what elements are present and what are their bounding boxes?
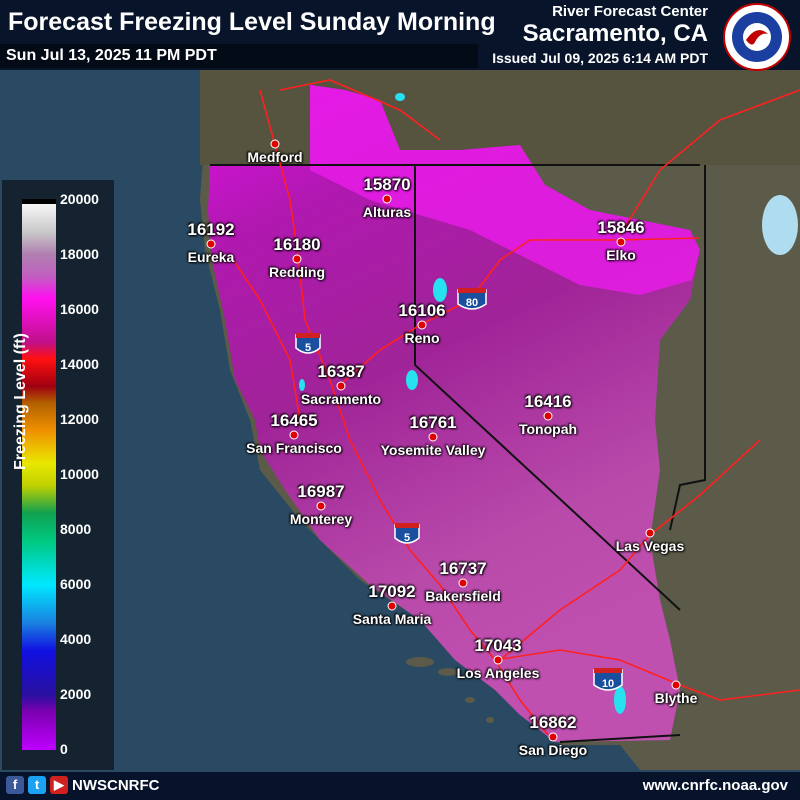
city-name: Reno: [404, 330, 440, 346]
channel-islands: [406, 657, 494, 723]
city-marker: [387, 601, 397, 611]
highway-i80: 80: [457, 288, 487, 310]
freezing-level-value: 15846: [597, 218, 645, 237]
city-name: Tonopah: [518, 421, 578, 437]
twitter-icon[interactable]: t: [28, 776, 46, 794]
legend-tick-label: 16000: [60, 301, 99, 317]
legend-tick-label: 12000: [60, 411, 99, 427]
youtube-icon[interactable]: ▶: [50, 776, 68, 794]
city-marker: [292, 254, 302, 264]
i10-shield-label: 10: [602, 678, 614, 690]
city-name: Bakersfield: [425, 588, 501, 604]
freezing-level-value: 16180: [273, 235, 321, 254]
nws-logo-icon: [723, 3, 791, 71]
legend-tick-label: 20000: [60, 191, 99, 207]
city-name: Yosemite Valley: [380, 442, 486, 458]
city-name: Santa Maria: [352, 611, 432, 627]
road-network: [229, 79, 800, 736]
i80-shield-label: 80: [466, 297, 478, 309]
footer-band: [0, 772, 800, 800]
city-marker: [645, 528, 655, 538]
legend-title: Freezing Level (ft): [12, 333, 29, 470]
city-marker: [270, 139, 280, 149]
freezing-level-value: 16737: [439, 559, 487, 578]
freezing-level-value: 16987: [297, 482, 345, 501]
legend-tick-label: 18000: [60, 246, 99, 262]
legend-tick-label: 6000: [60, 576, 92, 592]
city-name: Elko: [606, 247, 636, 263]
legend-tick-label: 8000: [60, 521, 92, 537]
highway-i5-north: 5: [295, 333, 321, 354]
city-name: Los Angeles: [456, 665, 540, 681]
city-marker: [206, 239, 216, 249]
i5-shield-label-a: 5: [305, 342, 311, 354]
map-title: Forecast Freezing Level Sunday Morning: [8, 8, 496, 36]
legend-tick-label: 2000: [60, 686, 92, 702]
city-marker: [336, 381, 346, 391]
city-marker: [382, 194, 392, 204]
subtitle-band: [0, 44, 478, 68]
city-name: Sacramento: [300, 391, 382, 407]
freezing-level-value: 15870: [363, 175, 411, 194]
city-marker: [543, 411, 553, 421]
city-name: Eureka: [187, 249, 235, 265]
ca-nv-border: [414, 165, 681, 611]
freezing-level-value: 16192: [187, 220, 235, 239]
lakes: [299, 93, 798, 714]
city-marker: [428, 432, 438, 442]
city-marker: [493, 655, 503, 665]
header-band: [0, 0, 800, 70]
freezing-level-value: 17092: [368, 582, 416, 601]
highway-i10: 10: [593, 668, 623, 691]
ca-mx-border: [559, 734, 681, 743]
high-freezing-region: [310, 85, 700, 295]
legend-tick-label: 10000: [60, 466, 99, 482]
valid-time: Sun Jul 13, 2025 11 PM PDT: [6, 47, 217, 64]
city-name: Redding: [269, 264, 325, 280]
freezing-level-value: 16862: [529, 713, 577, 732]
city-marker: [316, 501, 326, 511]
city-marker: [548, 732, 558, 742]
freezing-level-value: 16761: [409, 413, 457, 432]
issued-time: Issued Jul 09, 2025 6:14 AM PDT: [492, 50, 708, 66]
legend-tick-label: 14000: [60, 356, 99, 372]
legend-tick-label: 0: [60, 741, 68, 757]
city-name: San Francisco: [246, 440, 342, 456]
legend-panel: [2, 180, 114, 770]
i5-shield-label-b: 5: [404, 532, 410, 544]
facebook-icon[interactable]: f: [6, 776, 24, 794]
city-marker: [417, 320, 427, 330]
office-line1: River Forecast Center: [552, 3, 708, 20]
city-marker: [289, 430, 299, 440]
freezing-level-value: 16465: [270, 411, 318, 430]
highway-i5-south: 5: [394, 523, 420, 544]
city-name: Monterey: [289, 511, 353, 527]
website-url[interactable]: www.cnrfc.noaa.gov: [642, 777, 788, 794]
freezing-level-value: 17043: [474, 636, 522, 655]
city-marker: [671, 680, 681, 690]
freezing-level-value: 16387: [317, 362, 365, 381]
freezing-level-value: 16416: [524, 392, 572, 411]
legend-tick-label: 4000: [60, 631, 92, 647]
city-name: Medford: [247, 149, 303, 165]
legend-color-bar: [22, 199, 56, 750]
city-name: Blythe: [654, 690, 698, 706]
city-name: Alturas: [362, 204, 412, 220]
city-dots: [206, 139, 681, 742]
freezing-level-value: 16106: [398, 301, 446, 320]
office-line2: Sacramento, CA: [522, 20, 708, 47]
city-name: Las Vegas: [615, 538, 685, 554]
city-name: San Diego: [518, 742, 588, 758]
nv-ut-az-border: [669, 165, 706, 531]
social-handle[interactable]: NWSCNRFC: [72, 777, 160, 794]
city-marker: [458, 578, 468, 588]
city-marker: [616, 237, 626, 247]
